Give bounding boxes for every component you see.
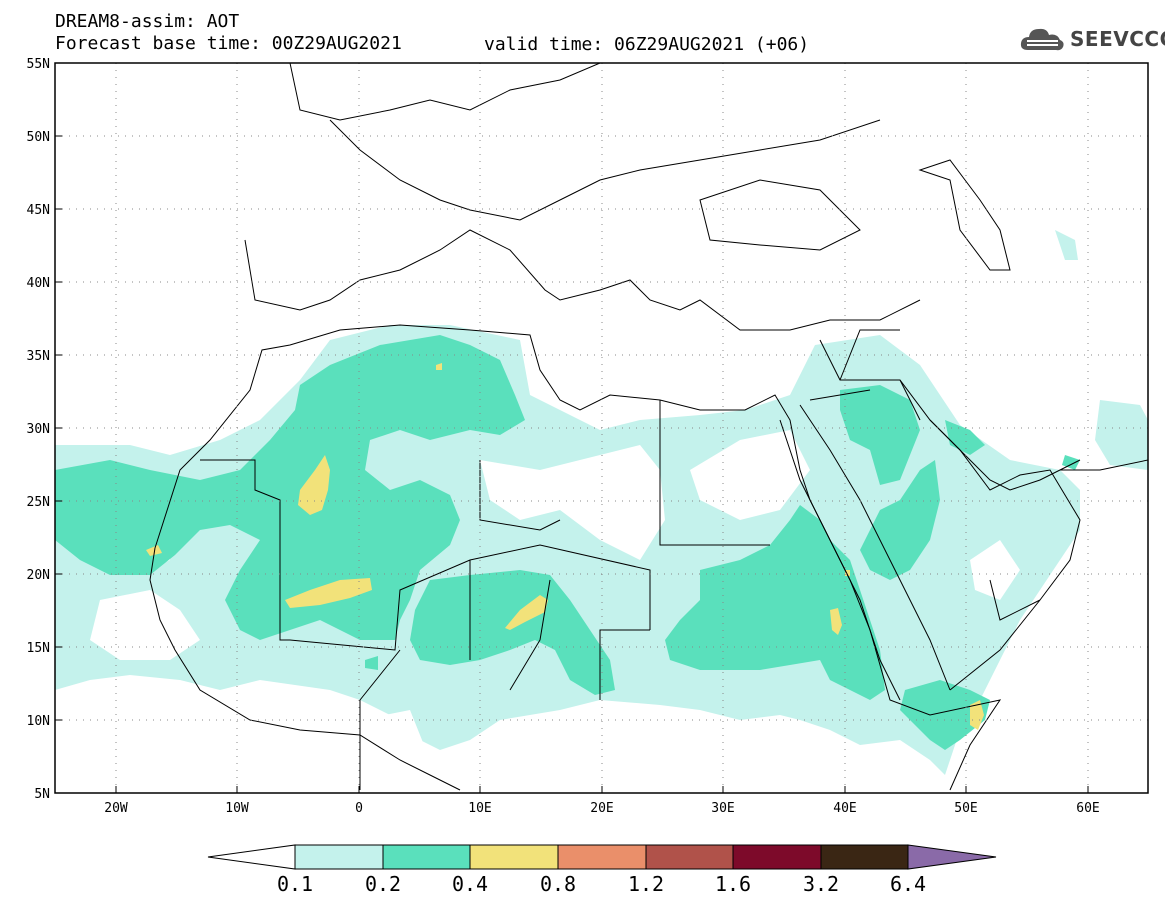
colorbar-low-arrow — [207, 844, 296, 870]
colorbar-swatch — [469, 844, 559, 870]
lat-label: 45N — [27, 203, 50, 218]
logo-text: SEEVCCC — [1070, 27, 1165, 51]
europe-north — [289, 63, 601, 121]
lon-label: 20E — [590, 801, 613, 816]
borders-africa — [200, 400, 770, 790]
colorbar-label: 1.2 — [627, 872, 665, 896]
lat-label: 40N — [27, 276, 50, 291]
europe-coast — [244, 229, 921, 331]
seevccc-logo: SEEVCCC — [1018, 24, 1165, 54]
lat-label: 30N — [27, 422, 50, 437]
coastlines — [149, 63, 1148, 791]
latitude-labels: 55N 50N 45N 40N 35N 30N 25N 20N 15N 10N … — [27, 57, 50, 802]
black-sea — [699, 179, 861, 251]
lat-label: 25N — [27, 495, 50, 510]
colorbar — [207, 844, 997, 870]
colorbar-swatch — [557, 844, 647, 870]
colorbar-swatch — [732, 844, 822, 870]
lat-label: 15N — [27, 641, 50, 656]
west-africa-coast — [149, 547, 461, 791]
lon-label: 10W — [225, 801, 249, 816]
forecast-base-time: Forecast base time: 00Z29AUG2021 — [55, 33, 402, 54]
borders-europe — [329, 119, 881, 221]
colorbar-swatch — [294, 844, 384, 870]
map-title: DREAM8-assim: AOT — [55, 11, 240, 32]
lon-label: 50E — [954, 801, 977, 816]
tick-marks — [55, 62, 1089, 794]
colorbar-label: 6.4 — [889, 872, 927, 896]
caspian-sea — [918, 159, 1011, 271]
lon-label: 10E — [468, 801, 491, 816]
valid-time: valid time: 06Z29AUG2021 (+06) — [484, 34, 810, 55]
colorbar-label: 0.8 — [539, 872, 577, 896]
aot-gap — [90, 430, 1020, 770]
lon-label: 60E — [1076, 801, 1099, 816]
lat-label: 20N — [27, 568, 50, 583]
colorbar-label: 3.2 — [802, 872, 840, 896]
colorbar-label: 0.2 — [364, 872, 402, 896]
lat-label: 55N — [27, 57, 50, 72]
lon-label: 20W — [104, 801, 128, 816]
cloud-icon — [1020, 28, 1064, 51]
aot-field — [55, 230, 1148, 775]
colorbar-swatch — [382, 844, 471, 870]
colorbar-label: 0.1 — [276, 872, 314, 896]
colorbar-high-arrow — [907, 844, 997, 870]
iran-coast — [1060, 459, 1148, 471]
lon-label: 30E — [711, 801, 734, 816]
lon-label: 0 — [355, 801, 363, 816]
lat-label: 35N — [27, 349, 50, 364]
lon-label: 40E — [833, 801, 856, 816]
red-sea — [779, 404, 951, 701]
graticule — [55, 63, 1148, 793]
aot-region-green — [55, 335, 1080, 750]
borders-mideast — [809, 329, 1041, 621]
lat-label: 5N — [34, 787, 50, 802]
colorbar-swatch — [645, 844, 734, 870]
longitude-labels: 20W 10W 0 10E 20E 30E 40E 50E 60E — [104, 801, 1099, 816]
lat-label: 10N — [27, 714, 50, 729]
colorbar-label: 1.6 — [714, 872, 752, 896]
lat-label: 50N — [27, 130, 50, 145]
colorbar-swatch — [820, 844, 909, 870]
colorbar-label: 0.4 — [451, 872, 489, 896]
